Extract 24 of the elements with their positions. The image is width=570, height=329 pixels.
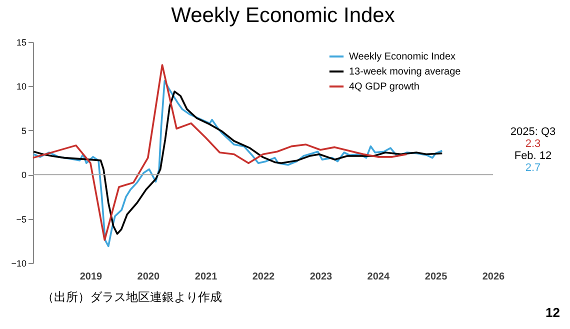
legend-label: 13-week moving average <box>349 66 462 78</box>
x-tick-label: 2025 <box>424 272 448 282</box>
x-tick-label: 2020 <box>137 272 160 282</box>
x-tick-label: 2021 <box>194 272 218 282</box>
y-tick-label: 15 <box>16 38 26 48</box>
text: （出所）ダラス地区連銀より作成 <box>42 289 222 306</box>
text: 2025: Q3 <box>509 126 557 138</box>
legend-label: Weekly Economic Index <box>349 52 456 62</box>
y-tick-label: −10 <box>11 258 26 268</box>
legend-label: 4Q GDP growth <box>349 82 420 92</box>
text: 2.7 <box>524 162 542 174</box>
y-tick-label: 0 <box>21 170 26 180</box>
text: 12 <box>546 305 560 320</box>
x-tick-label: 2024 <box>367 272 390 282</box>
x-tick-label: 2023 <box>310 272 333 282</box>
text: Feb. 12 <box>513 150 553 162</box>
y-tick-label: 5 <box>21 126 26 136</box>
text: 2.3 <box>524 138 542 150</box>
y-tick-label: −5 <box>16 214 26 224</box>
chart-title: Weekly Economic Index <box>171 4 396 27</box>
x-tick-label: 2019 <box>80 272 103 282</box>
x-tick-label: 2022 <box>252 272 276 282</box>
x-tick-label: 2026 <box>482 272 506 282</box>
y-tick-label: 10 <box>16 82 26 92</box>
